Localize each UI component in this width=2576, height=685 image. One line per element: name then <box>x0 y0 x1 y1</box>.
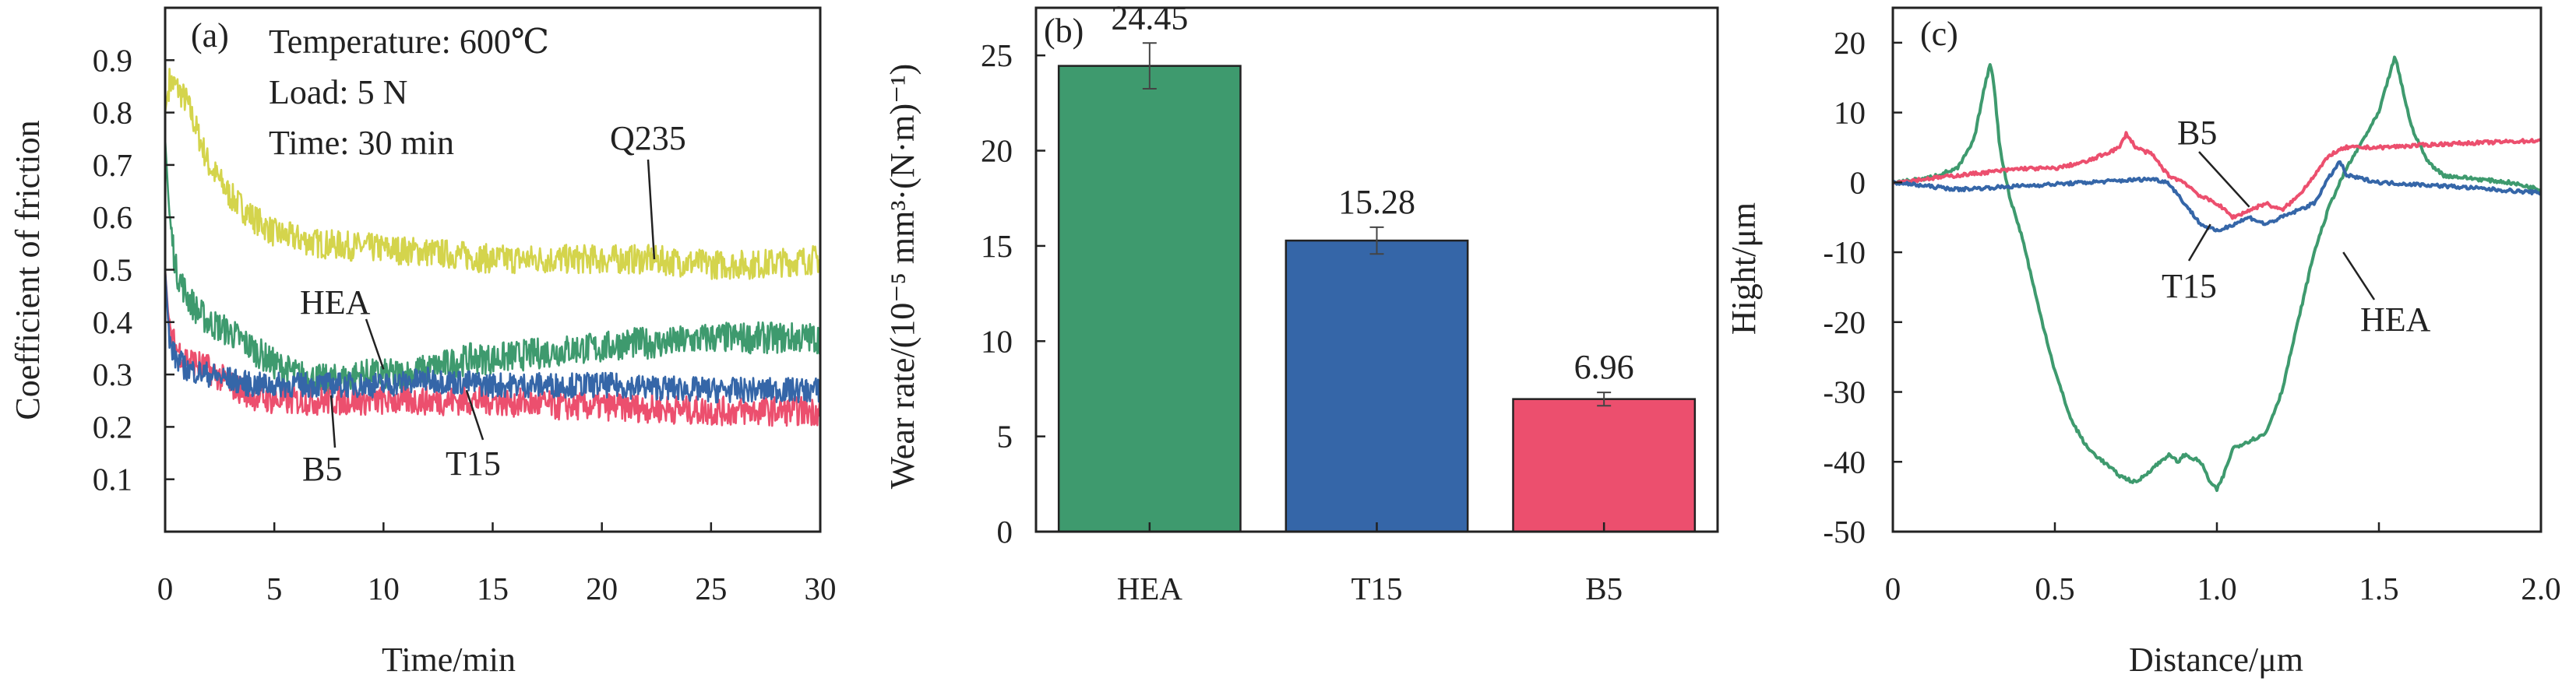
leader-q235 <box>647 159 656 260</box>
leader-hea-c <box>2342 251 2376 300</box>
y-tick-label-c: -30 <box>1823 374 1866 410</box>
x-tick-label-a: 30 <box>805 571 837 606</box>
panel-a-annotation-time: Time: 30 min <box>269 124 454 162</box>
y-tick-label-a: 0.7 <box>93 147 132 183</box>
y-tick-label-c: -40 <box>1823 444 1866 480</box>
x-tick-label-c: 0.5 <box>2035 571 2074 606</box>
leader-t15-c <box>2187 223 2211 262</box>
profile-line-b5 <box>1891 131 2543 220</box>
y-tick-label-a: 0.4 <box>93 304 132 340</box>
panel-a-annotation-temperature: Temperature: 600℃ <box>269 23 549 61</box>
series-line-hea <box>164 139 822 396</box>
y-tick-label-a: 0.2 <box>93 409 132 444</box>
profile-line-hea <box>1892 55 2543 492</box>
x-tick-label-a: 5 <box>266 571 283 606</box>
panel-a-annotation-load: Load: 5 N <box>269 73 407 111</box>
x-tick-label-a: 10 <box>368 571 400 606</box>
value-label-b5: 6.96 <box>1574 348 1634 386</box>
y-tick-label-c: 10 <box>1834 95 1866 131</box>
y-tick-label-b: 15 <box>981 228 1013 264</box>
panel-c-xlabel: Distance/μm <box>2129 641 2303 679</box>
y-tick-label-c: 20 <box>1834 25 1866 61</box>
panel-a-xlabel: Time/min <box>382 641 516 679</box>
bar-hea <box>1057 65 1242 533</box>
y-tick-label-b: 25 <box>981 37 1013 73</box>
bar-t15 <box>1284 239 1469 533</box>
y-tick-label-c: -10 <box>1823 234 1866 270</box>
value-label-t15: 15.28 <box>1338 183 1415 221</box>
leader-b5-c <box>2198 151 2250 208</box>
x-tick-label-a: 15 <box>477 571 509 606</box>
panel-a: (a) Temperature: 600℃ Load: 5 N Time: 30… <box>9 16 686 679</box>
series-label-t15-c: T15 <box>2162 267 2217 305</box>
panel-c: (c) Distance/μm Hight/μm B5 T15 HEA <box>1725 15 2431 679</box>
series-line-q235 <box>164 68 822 280</box>
series-label-b5-c: B5 <box>2177 114 2217 152</box>
panel-b: (b) Wear rate/(10⁻⁵ mm³·(N·m)⁻¹) <box>883 12 1084 489</box>
y-tick-label-a: 0.8 <box>93 95 132 131</box>
x-tick-label-c: 1.5 <box>2359 571 2398 606</box>
y-tick-label-b: 0 <box>997 514 1013 550</box>
panel-a-label: (a) <box>191 16 229 54</box>
x-tick-label-a: 25 <box>695 571 727 606</box>
x-tick-label-c: 2.0 <box>2521 571 2560 606</box>
y-tick-label-b: 10 <box>981 323 1013 359</box>
y-tick-label-b: 20 <box>981 133 1013 169</box>
series-line-t15 <box>164 269 822 404</box>
y-tick-label-a: 0.1 <box>93 462 132 497</box>
category-label-b5: B5 <box>1585 571 1623 606</box>
x-tick-label-c: 1.0 <box>2197 571 2236 606</box>
y-tick-label-a: 0.3 <box>93 357 132 392</box>
x-tick-label-a: 20 <box>586 571 618 606</box>
category-label-t15: T15 <box>1351 571 1402 606</box>
leader-b5-a <box>329 395 337 448</box>
panel-b-label: (b) <box>1044 12 1084 50</box>
bar-b5 <box>1512 398 1697 533</box>
series-label-b5-a: B5 <box>302 450 342 488</box>
series-label-q235: Q235 <box>610 119 686 157</box>
y-tick-label-a: 0.6 <box>93 199 132 235</box>
plot-frame-b <box>1034 6 1719 533</box>
panel-c-label: (c) <box>1920 15 1958 53</box>
y-tick-label-c: -50 <box>1823 514 1866 550</box>
y-tick-label-b: 5 <box>997 419 1013 455</box>
panel-b-ylabel: Wear rate/(10⁻⁵ mm³·(N·m)⁻¹) <box>883 64 922 489</box>
y-tick-label-c: 0 <box>1850 164 1866 200</box>
y-tick-label-a: 0.9 <box>93 42 132 78</box>
series-label-hea-c: HEA <box>2360 300 2431 339</box>
category-label-hea: HEA <box>1117 571 1183 606</box>
panel-a-ylabel: Coefficient of friction <box>9 120 47 420</box>
series-label-hea-a: HEA <box>300 283 371 321</box>
series-label-t15-a: T15 <box>446 444 501 483</box>
profile-line-t15 <box>1892 160 2543 233</box>
x-tick-label-c: 0 <box>1885 571 1901 606</box>
x-tick-label-a: 0 <box>157 571 174 606</box>
leader-hea-a <box>365 318 385 370</box>
y-tick-label-c: -20 <box>1823 304 1866 340</box>
value-label-hea: 24.45 <box>1111 0 1188 37</box>
plot-frame-c <box>1891 6 2543 533</box>
leader-t15-a <box>465 389 485 441</box>
y-tick-label-a: 0.5 <box>93 252 132 288</box>
panel-c-ylabel: Hight/μm <box>1725 202 1763 335</box>
